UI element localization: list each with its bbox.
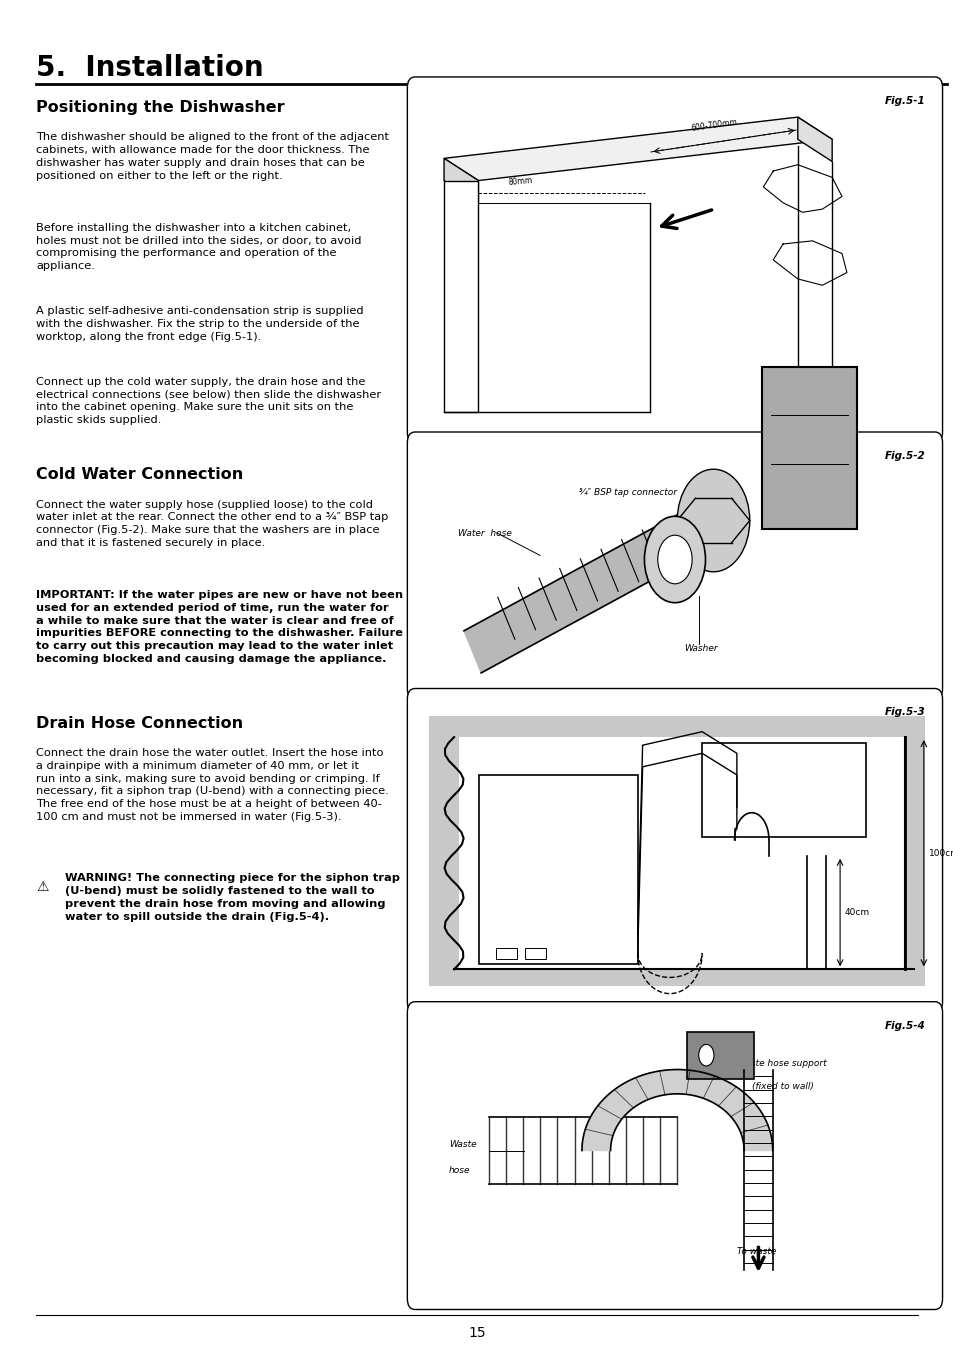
FancyBboxPatch shape	[701, 743, 865, 837]
Text: Connect up the cold water supply, the drain hose and the
electrical connections : Connect up the cold water supply, the dr…	[36, 377, 381, 425]
Text: Drain Hose Connection: Drain Hose Connection	[36, 716, 243, 730]
FancyBboxPatch shape	[524, 948, 545, 958]
Text: Washer: Washer	[684, 644, 718, 652]
Circle shape	[657, 535, 692, 583]
Circle shape	[644, 516, 704, 602]
Text: 100cm: 100cm	[927, 849, 953, 857]
Text: 40cm: 40cm	[844, 909, 869, 917]
Text: To waste: To waste	[736, 1247, 776, 1256]
FancyBboxPatch shape	[407, 432, 942, 699]
FancyBboxPatch shape	[407, 1002, 942, 1310]
Text: Connect the water supply hose (supplied loose) to the cold
water inlet at the re: Connect the water supply hose (supplied …	[36, 500, 388, 548]
Text: The dishwasher should be aligned to the front of the adjacent
cabinets, with all: The dishwasher should be aligned to the …	[36, 132, 389, 181]
Text: (fixed to wall): (fixed to wall)	[751, 1081, 813, 1091]
Circle shape	[677, 470, 749, 572]
FancyBboxPatch shape	[407, 688, 942, 1012]
Polygon shape	[443, 117, 831, 181]
Polygon shape	[443, 158, 478, 202]
Text: Waste: Waste	[449, 1141, 476, 1149]
Text: Positioning the Dishwasher: Positioning the Dishwasher	[36, 100, 285, 115]
Text: Fig.5-1: Fig.5-1	[883, 96, 924, 105]
Text: IMPORTANT: If the water pipes are new or have not been
used for an extended peri: IMPORTANT: If the water pipes are new or…	[36, 590, 403, 664]
Text: WARNING! The connecting piece for the siphon trap
(U-bend) must be solidly faste: WARNING! The connecting piece for the si…	[65, 873, 399, 922]
Text: Waste hose support: Waste hose support	[736, 1060, 825, 1068]
Polygon shape	[581, 1069, 772, 1150]
Text: Fig.5-4: Fig.5-4	[883, 1021, 924, 1030]
Text: ¾″ BSP tap connector: ¾″ BSP tap connector	[578, 487, 676, 497]
Text: Connect the drain hose the water outlet. Insert the hose into
a drainpipe with a: Connect the drain hose the water outlet.…	[36, 748, 389, 822]
Polygon shape	[443, 181, 478, 412]
Text: ⚠: ⚠	[36, 880, 49, 894]
FancyBboxPatch shape	[429, 716, 924, 986]
FancyBboxPatch shape	[407, 77, 942, 443]
Circle shape	[698, 1045, 713, 1066]
Text: Fig.5-2: Fig.5-2	[883, 451, 924, 460]
FancyBboxPatch shape	[686, 1033, 753, 1080]
Text: 80mm: 80mm	[507, 176, 533, 186]
FancyBboxPatch shape	[458, 737, 903, 969]
Text: Water  hose: Water hose	[457, 529, 512, 537]
Text: hose: hose	[449, 1166, 470, 1174]
Text: Before installing the dishwasher into a kitchen cabinet,
holes must not be drill: Before installing the dishwasher into a …	[36, 223, 361, 271]
Polygon shape	[797, 117, 831, 162]
Text: 5.  Installation: 5. Installation	[36, 54, 264, 82]
FancyBboxPatch shape	[478, 775, 637, 964]
FancyBboxPatch shape	[760, 367, 856, 529]
Text: Cold Water Connection: Cold Water Connection	[36, 467, 243, 482]
Text: 15: 15	[468, 1326, 485, 1339]
Polygon shape	[463, 508, 707, 672]
Text: Fig.5-3: Fig.5-3	[883, 707, 924, 717]
Text: A plastic self-adhesive anti-condensation strip is supplied
with the dishwasher.: A plastic self-adhesive anti-condensatio…	[36, 306, 363, 342]
FancyBboxPatch shape	[496, 948, 517, 958]
Text: 600-700mm: 600-700mm	[690, 117, 738, 134]
